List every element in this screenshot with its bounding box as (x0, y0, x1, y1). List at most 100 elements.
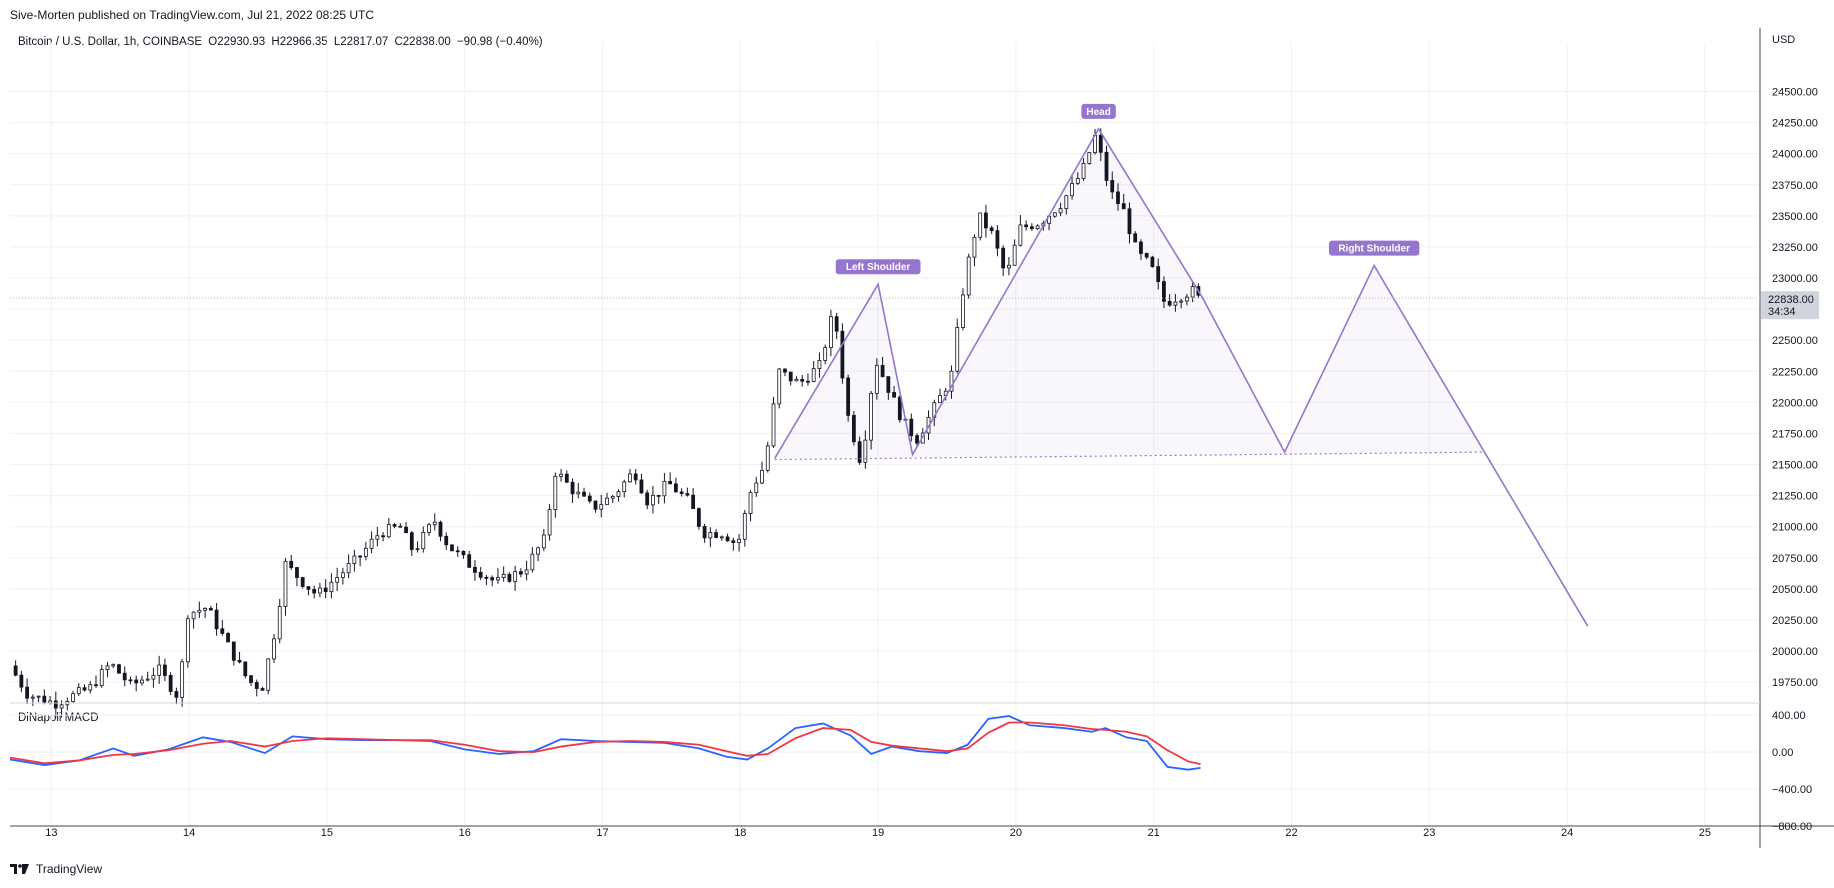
candle-body (392, 524, 397, 527)
candle-body (111, 664, 116, 667)
candle-body (978, 212, 983, 238)
candle-body (696, 508, 701, 527)
candle-body (593, 500, 598, 510)
candle-body (1087, 152, 1092, 164)
candle-body (576, 491, 581, 495)
time-tick-label: 17 (596, 827, 608, 839)
candle-body (628, 473, 632, 483)
candle-body (616, 491, 621, 497)
candle-body (886, 376, 891, 393)
candle-body (409, 532, 414, 550)
candle-body (88, 684, 93, 691)
head-shoulders-pattern[interactable]: Left Shoulder Head Right Shoulder (774, 103, 1589, 627)
candle-body (909, 418, 914, 436)
candle-body (59, 704, 64, 709)
candle-body (984, 212, 988, 229)
candle-body (1139, 241, 1143, 254)
candle-body (1058, 208, 1063, 214)
price-tick-label: 22500.00 (1772, 335, 1818, 347)
candle-body (719, 536, 724, 539)
time-tick-label: 23 (1423, 827, 1435, 839)
candle-body (404, 526, 408, 534)
candle-body (1064, 195, 1069, 209)
candle-body (266, 658, 271, 691)
candle-body (662, 480, 667, 497)
candle-body (490, 577, 495, 581)
candle-body (381, 535, 385, 538)
candle-body (834, 316, 839, 332)
price-tick-label: 20250.00 (1772, 615, 1818, 627)
price-tick-label: 24500.00 (1772, 87, 1818, 99)
footer-brand[interactable]: TradingView (10, 862, 102, 876)
candle-body (208, 608, 213, 611)
candle-body (1133, 233, 1138, 243)
candle-body (559, 473, 563, 477)
candle-body (725, 536, 730, 542)
candle-body (622, 481, 627, 493)
candle-body (639, 479, 644, 494)
candle-body (398, 525, 403, 528)
candle-body (467, 554, 472, 568)
candle-body (846, 377, 851, 416)
candle-body (214, 609, 219, 630)
tradingview-logo-icon (10, 864, 29, 874)
candle-body (742, 513, 747, 540)
publisher-line: Sive-Morten published on TradingView.com… (10, 8, 374, 22)
candle-body (1018, 224, 1023, 246)
price-tick-label: 19750.00 (1772, 677, 1818, 689)
price-tick-label: 21000.00 (1772, 522, 1818, 534)
candle-body (651, 494, 655, 506)
time-tick-label: 13 (45, 827, 57, 839)
price-tick-label: 23000.00 (1772, 273, 1818, 285)
macd-tick-label: 400.00 (1772, 710, 1806, 722)
candle-body (811, 368, 816, 382)
pattern-label-pill (1081, 103, 1116, 119)
candle-body (13, 665, 18, 676)
candle-body (53, 700, 58, 709)
candle-body (197, 609, 202, 613)
candle-body (541, 534, 546, 549)
candle-body (702, 526, 707, 539)
candle-body (427, 524, 431, 533)
candle-body (36, 695, 41, 698)
candle-body (157, 664, 162, 676)
candle-body (48, 700, 52, 704)
time-tick-label: 25 (1699, 827, 1711, 839)
candle-body (117, 664, 121, 674)
pattern-label-text: Right Shoulder (1338, 244, 1410, 255)
candle-body (880, 364, 885, 377)
candle-body (794, 378, 799, 382)
macd-tick-label: 0.00 (1772, 747, 1793, 759)
candle-body (358, 555, 363, 558)
price-tick-label: 20500.00 (1772, 584, 1818, 596)
legend-symbol[interactable]: Bitcoin / U.S. Dollar, 1h, COINBASE (18, 36, 203, 48)
candle-body (582, 491, 586, 497)
candle-body (478, 571, 483, 578)
time-tick-label: 21 (1148, 827, 1160, 839)
candle-body (1162, 281, 1166, 302)
candle-body (513, 571, 518, 582)
candle-body (599, 504, 604, 510)
candle-body (829, 316, 833, 348)
candle-body (1173, 301, 1178, 306)
candle-body (564, 473, 569, 483)
candle-body (335, 577, 340, 583)
candle-body (731, 540, 736, 543)
candle-body (788, 371, 793, 382)
price-tick-label: 23500.00 (1772, 211, 1818, 223)
candle-body (536, 547, 541, 555)
candle-body (272, 638, 276, 660)
candle-body (42, 695, 47, 704)
price-tick-label: 20000.00 (1772, 646, 1818, 658)
candle-body (191, 611, 196, 620)
candle-body (1110, 180, 1115, 193)
candle-body (180, 661, 185, 698)
candle-body (386, 524, 391, 538)
last-price-countdown: 34:34 (1768, 306, 1796, 318)
candle-body (518, 571, 523, 575)
candle-body (897, 396, 902, 421)
candle-body (375, 535, 380, 540)
candle-body (869, 392, 874, 441)
neckline (774, 451, 1485, 461)
